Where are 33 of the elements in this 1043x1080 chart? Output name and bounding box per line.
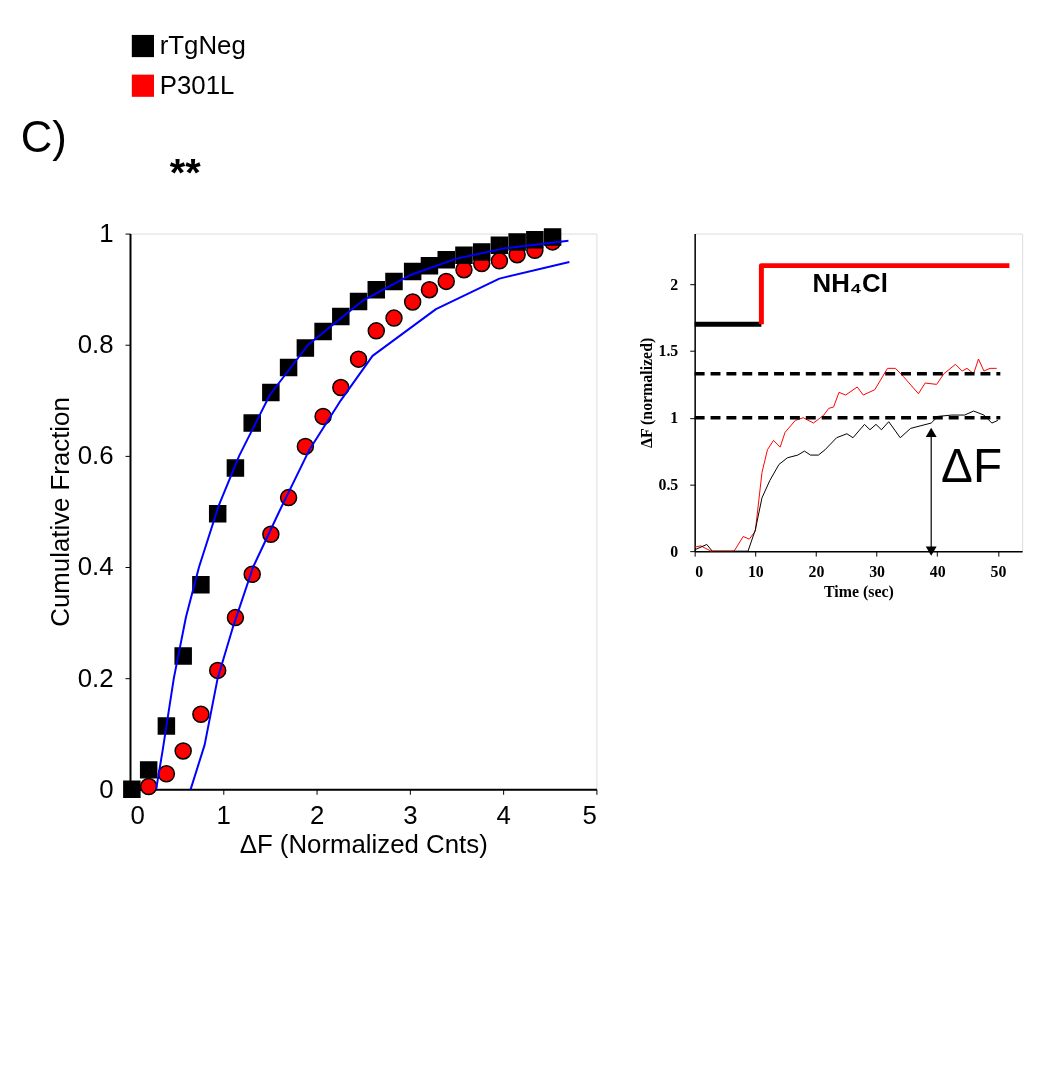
y-tick-label: 0.4 [77,552,114,581]
x-tick-label: 50 [990,563,1007,581]
legend-label: P301L [159,70,235,99]
x-tick-label: 3 [403,800,418,829]
y-tick-label: 0.5 [658,475,679,493]
text: C) [20,112,67,162]
x-tick-label: 40 [929,563,946,581]
y-tick-label: 0.8 [77,330,114,359]
x-tick-label: 10 [747,563,764,581]
x-tick-label: 0 [130,800,145,829]
x-tick-label: 30 [869,563,886,581]
legend-label: rTgNeg [159,30,246,59]
annotation: ΔF [941,439,1003,493]
y-tick-label: 0.2 [77,663,114,692]
annotation: NH₄Cl [812,269,888,298]
y-axis-title: ΔF (normalized) [637,337,656,448]
y-tick-label: 1 [670,409,679,427]
x-tick-label: 2 [309,800,325,829]
x-tick-label: 0 [695,563,704,581]
x-tick-label: 5 [582,800,597,829]
x-tick-label: 20 [808,563,825,581]
y-axis-title: Cumulative Fraction [45,397,74,627]
y-tick-label: 2 [670,275,679,293]
y-tick-label: 0 [670,542,679,560]
y-tick-label: 1.5 [658,342,679,360]
y-tick-label: 0 [99,774,114,803]
x-tick-label: 4 [496,800,511,829]
x-axis-title: ΔF (Normalized Cnts) [239,830,488,859]
x-tick-label: 1 [216,800,231,829]
x-axis-title: Time (sec) [824,583,894,602]
y-tick-label: 1 [99,219,114,248]
text: ** [169,149,202,194]
y-tick-label: 0.6 [77,441,114,470]
